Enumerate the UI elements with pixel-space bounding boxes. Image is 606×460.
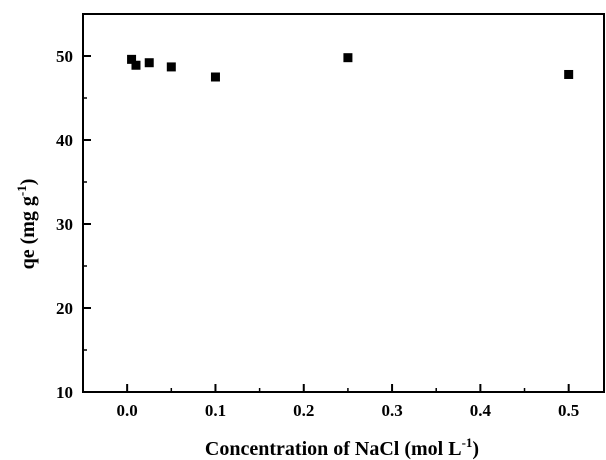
- data-point: [144, 58, 154, 68]
- x-tick-label: 0.0: [117, 401, 138, 420]
- x-tick-label: 0.4: [470, 401, 492, 420]
- x-tick-label: 0.2: [293, 401, 314, 420]
- x-tick-label: 0.3: [381, 401, 402, 420]
- data-point: [343, 53, 353, 63]
- x-tick-label: 0.5: [558, 401, 579, 420]
- plot-frame: [82, 13, 605, 393]
- data-point: [127, 54, 137, 64]
- y-tick-label: 50: [56, 47, 73, 66]
- data-point: [131, 60, 141, 70]
- data-points: [127, 53, 574, 82]
- x-tick-label: 0.1: [205, 401, 226, 420]
- y-tick-label: 20: [56, 299, 73, 318]
- y-axis: 10 20 30 40 50: [56, 47, 91, 402]
- y-axis-title: qe (mg g-1): [14, 179, 39, 270]
- y-tick-label: 40: [56, 131, 73, 150]
- x-axis: 0.0 0.1 0.2 0.3 0.4 0.5: [117, 384, 579, 420]
- data-point: [564, 69, 574, 79]
- x-axis-title: Concentration of NaCl (mol L-1): [205, 435, 479, 460]
- plot-border: [82, 13, 605, 393]
- data-point: [166, 62, 176, 72]
- data-point: [210, 72, 220, 82]
- y-tick-label: 30: [56, 215, 73, 234]
- y-tick-label: 10: [56, 383, 73, 402]
